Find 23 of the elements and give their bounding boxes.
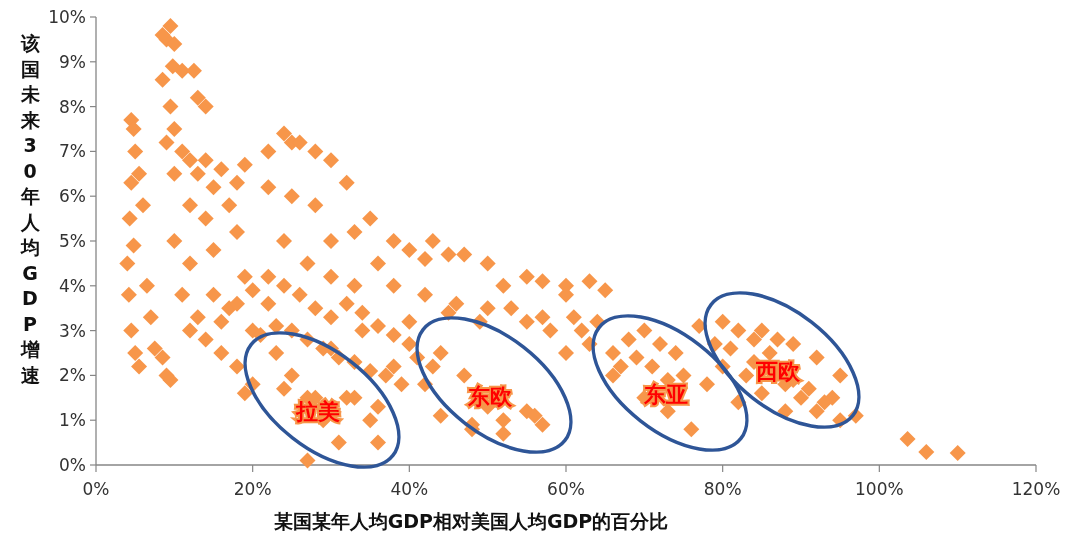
y-tick-label: 4% [59, 275, 86, 296]
y-tick-label: 7% [59, 141, 86, 162]
x-tick-label: 40% [390, 479, 429, 499]
y-tick-label: 5% [59, 231, 86, 251]
y-tick-label: 2% [59, 365, 86, 386]
y-tick-label: 8% [59, 96, 86, 117]
annotation: 拉美 [295, 399, 340, 424]
x-tick-label: 0% [82, 479, 110, 499]
y-tick-label: 1% [59, 410, 86, 431]
y-tick-label: 9% [59, 51, 86, 72]
y-tick-label: 6% [59, 186, 86, 207]
x-tick-label: 80% [703, 479, 742, 499]
x-tick-label: 100% [855, 479, 904, 499]
x-axis-title: 某国某年人均GDP相对美国人均GDP的百分比 [273, 510, 669, 532]
y-tick-label: 10% [48, 7, 86, 27]
y-tick-label: 3% [59, 320, 86, 341]
annotation: 西欧 [755, 359, 801, 384]
x-tick-label: 60% [547, 479, 585, 499]
y-tick-label: 0% [59, 455, 86, 475]
x-tick-label: 120% [1011, 479, 1061, 499]
text: 该国未来30年人均GDP增速 [20, 32, 40, 386]
annotation: 东欧 [467, 384, 513, 409]
x-tick-label: 20% [233, 479, 272, 499]
